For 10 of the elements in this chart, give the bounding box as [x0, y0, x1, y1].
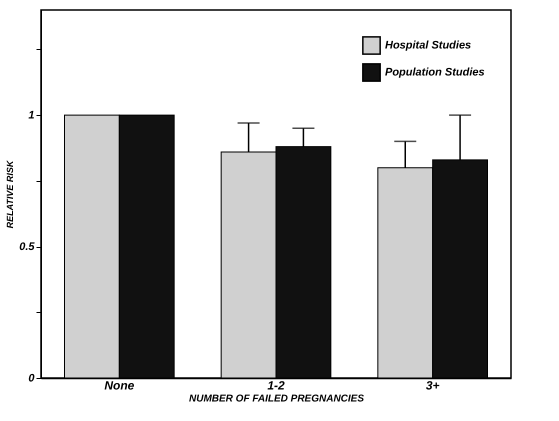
y-tick-label: 1	[28, 110, 34, 122]
legend-label: Population Studies	[385, 66, 485, 78]
x-tick-label: 3+	[426, 378, 440, 392]
y-tick-label: 0	[28, 372, 36, 384]
x-axis-title: NUMBER OF FAILED PREGNANCIES	[188, 394, 364, 404]
y-tick-label: 0.5	[19, 241, 36, 254]
legend-label: Hospital Studies	[385, 40, 472, 52]
y-axis-title: RELATIVE RISK	[5, 159, 16, 228]
x-tick-label: 1-2	[267, 378, 285, 392]
x-tick-label: None	[104, 378, 135, 392]
